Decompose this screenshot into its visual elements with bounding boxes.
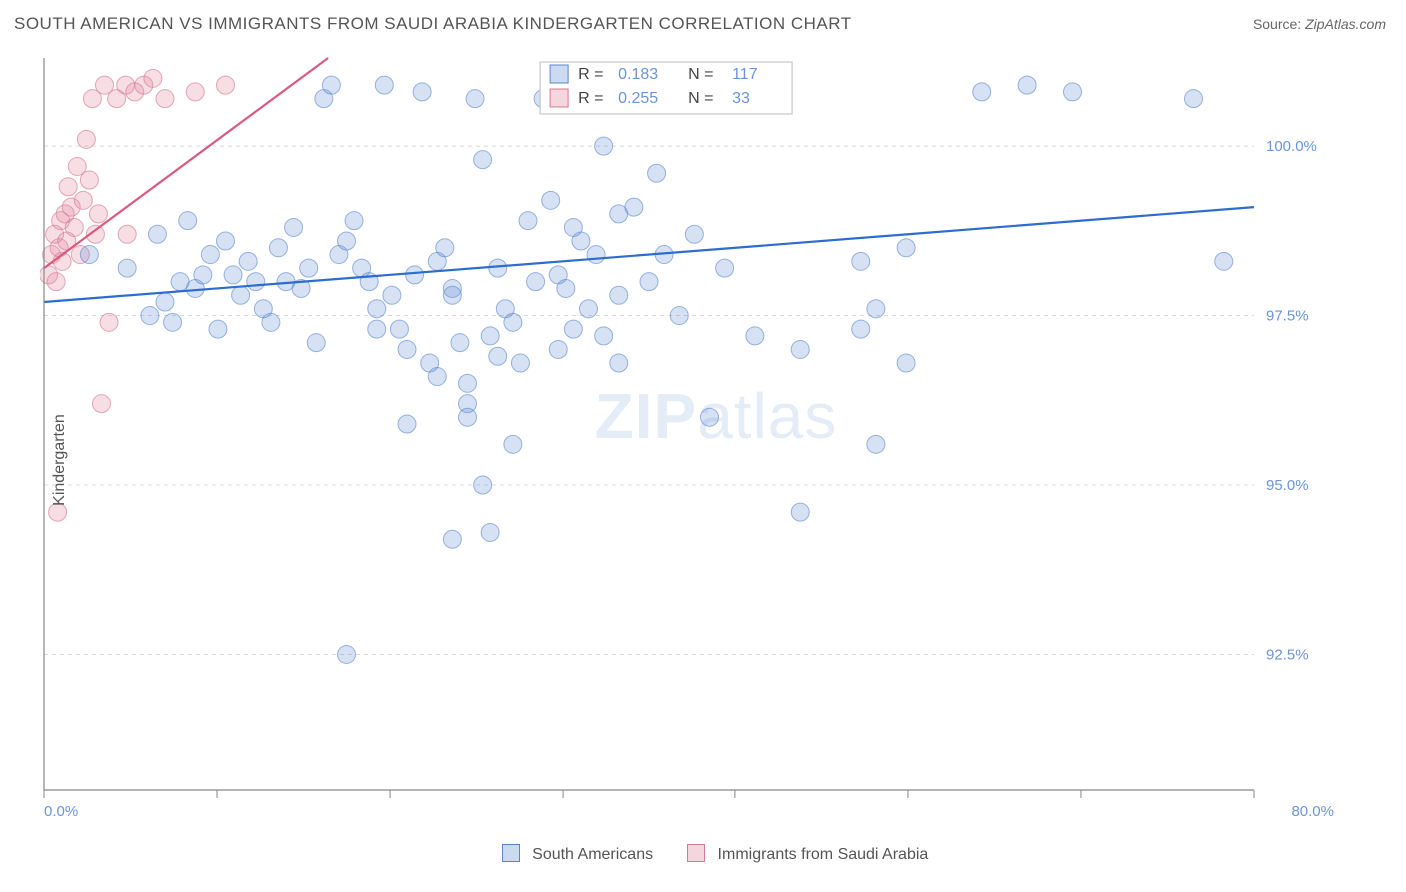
svg-text:R =: R = bbox=[578, 90, 603, 107]
svg-text:80.0%: 80.0% bbox=[1291, 803, 1334, 820]
legend-swatch-blue bbox=[502, 844, 520, 862]
legend-label-pink: Immigrants from Saudi Arabia bbox=[718, 846, 929, 863]
svg-text:95.0%: 95.0% bbox=[1266, 477, 1309, 494]
legend-item-blue: South Americans bbox=[502, 844, 653, 864]
svg-text:N =: N = bbox=[688, 66, 713, 83]
source-label: Source: bbox=[1253, 16, 1301, 32]
source-attribution: Source: ZipAtlas.com bbox=[1253, 16, 1386, 32]
scatter-plot: 100.0%97.5%95.0%92.5%ZIPatlas0.0%80.0%R … bbox=[40, 56, 1340, 836]
y-axis-label: Kindergarten bbox=[51, 414, 69, 506]
chart-title: SOUTH AMERICAN VS IMMIGRANTS FROM SAUDI … bbox=[14, 14, 852, 34]
svg-text:97.5%: 97.5% bbox=[1266, 308, 1309, 325]
svg-text:92.5%: 92.5% bbox=[1266, 646, 1309, 663]
bottom-legend: South Americans Immigrants from Saudi Ar… bbox=[40, 844, 1390, 864]
legend-label-blue: South Americans bbox=[532, 846, 653, 863]
chart-container: Kindergarten 100.0%97.5%95.0%92.5%ZIPatl… bbox=[40, 56, 1390, 864]
svg-text:100.0%: 100.0% bbox=[1266, 138, 1317, 155]
legend-swatch-pink bbox=[687, 844, 705, 862]
svg-text:N =: N = bbox=[688, 90, 713, 107]
source-value: ZipAtlas.com bbox=[1305, 16, 1386, 32]
svg-text:0.183: 0.183 bbox=[618, 66, 658, 83]
svg-text:0.0%: 0.0% bbox=[44, 803, 78, 820]
legend-item-pink: Immigrants from Saudi Arabia bbox=[687, 844, 928, 864]
svg-text:R =: R = bbox=[578, 66, 603, 83]
svg-text:33: 33 bbox=[732, 90, 750, 107]
svg-text:0.255: 0.255 bbox=[618, 90, 658, 107]
svg-text:117: 117 bbox=[732, 66, 758, 83]
